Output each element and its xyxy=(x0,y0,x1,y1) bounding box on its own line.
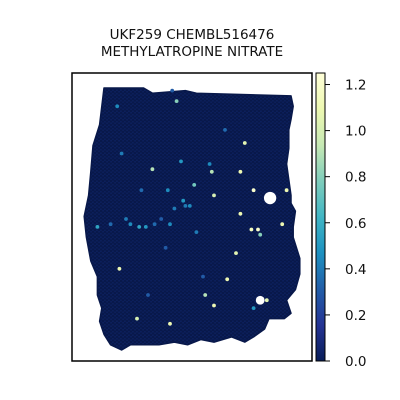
spot-10 xyxy=(165,188,170,193)
tissue-region xyxy=(83,87,301,351)
spot-16 xyxy=(183,204,188,208)
spot-37 xyxy=(212,303,216,308)
spot-11 xyxy=(192,183,197,187)
spot-14 xyxy=(284,188,289,193)
tissue-gap-0 xyxy=(263,191,277,205)
colorbar-tick-label-3: 0.6 xyxy=(345,216,366,232)
spot-8 xyxy=(238,169,243,174)
spot-3 xyxy=(242,141,247,145)
spot-46 xyxy=(119,151,124,156)
spot-4 xyxy=(150,167,155,172)
spot-13 xyxy=(251,188,256,193)
spot-1 xyxy=(170,88,175,93)
spot-39 xyxy=(168,321,172,326)
spot-18 xyxy=(172,206,177,211)
tissue-outline xyxy=(83,87,301,351)
spot-7 xyxy=(209,169,214,174)
spot-22 xyxy=(137,225,142,229)
spot-30 xyxy=(249,227,254,232)
spot-45 xyxy=(201,274,205,279)
spot-26 xyxy=(159,217,164,221)
spot-20 xyxy=(128,222,133,227)
spot-33 xyxy=(280,222,285,227)
spot-12 xyxy=(212,193,216,198)
colorbar-tick-label-0: 0.0 xyxy=(345,354,366,370)
spot-31 xyxy=(256,227,260,232)
spot-markers xyxy=(95,88,289,326)
spot-17 xyxy=(187,204,192,208)
colorbar-tick-label-5: 1.0 xyxy=(345,124,366,140)
spot-43 xyxy=(251,306,256,310)
spot-34 xyxy=(234,251,238,256)
spot-2 xyxy=(174,99,179,103)
spot-15 xyxy=(181,198,186,203)
colorbar-ticks: 0.0 0.2 0.4 0.6 0.8 1.0 1.2 xyxy=(325,78,366,370)
spot-41 xyxy=(146,293,150,297)
chart-title-line-1: UKF259 CHEMBL516476 xyxy=(110,27,275,43)
spot-38 xyxy=(203,293,208,297)
tissue-gap-1 xyxy=(255,295,265,305)
spot-44 xyxy=(163,245,168,250)
colorbar-gradient xyxy=(315,72,326,362)
spot-24 xyxy=(152,222,157,227)
spot-23 xyxy=(143,225,148,229)
spot-29 xyxy=(238,211,243,216)
colorbar-tick-label-4: 0.8 xyxy=(345,170,366,186)
spot-25 xyxy=(168,222,172,227)
colorbar: 0.0 0.2 0.4 0.6 0.8 1.0 1.2 xyxy=(315,72,366,370)
spot-9 xyxy=(139,188,144,193)
colorbar-tick-label-6: 1.2 xyxy=(345,78,366,94)
spot-19 xyxy=(124,217,128,221)
spot-6 xyxy=(207,162,212,166)
spot-40 xyxy=(135,316,139,321)
spot-47 xyxy=(223,127,227,132)
colorbar-tick-label-2: 0.4 xyxy=(345,262,366,278)
spot-32 xyxy=(258,232,263,237)
spot-0 xyxy=(115,104,120,109)
chart-title: UKF259 CHEMBL516476 METHYLATROPINE NITRA… xyxy=(101,27,283,60)
spot-36 xyxy=(225,277,230,282)
spot-28 xyxy=(194,230,199,235)
chart-title-line-2: METHYLATROPINE NITRATE xyxy=(101,44,283,60)
spot-42 xyxy=(264,298,269,303)
spot-35 xyxy=(117,266,122,271)
spot-5 xyxy=(179,159,183,164)
spot-21 xyxy=(108,222,113,227)
colorbar-tick-label-1: 0.2 xyxy=(345,308,366,324)
spot-27 xyxy=(95,225,100,229)
